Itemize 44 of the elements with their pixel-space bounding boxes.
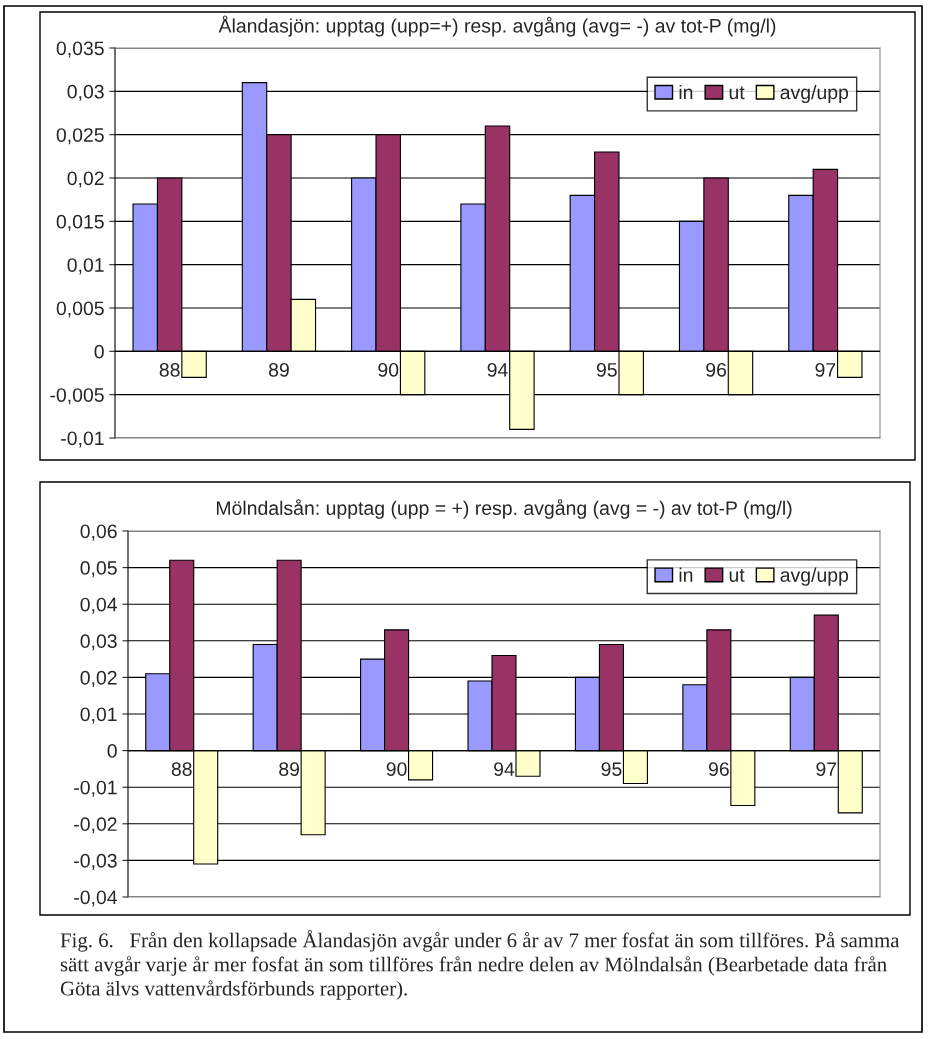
y-tick-label: 0,05 bbox=[80, 561, 117, 578]
y-tick-label: -0,03 bbox=[74, 853, 117, 870]
y-tick-label: 0,025 bbox=[56, 128, 104, 145]
y-tick-label: -0,005 bbox=[50, 388, 104, 405]
y-tick-label: -0,01 bbox=[74, 780, 117, 797]
y-tick-label: 0,01 bbox=[67, 258, 104, 275]
x-tick-label: 89 bbox=[268, 362, 289, 377]
x-tick-label: 88 bbox=[159, 362, 180, 377]
y-tick-label: 0,02 bbox=[80, 670, 117, 687]
x-tick-label: 95 bbox=[601, 762, 622, 776]
x-tick-label: 88 bbox=[171, 762, 192, 776]
y-tick-label: 0 bbox=[107, 744, 117, 758]
legend-label: avg/upp bbox=[780, 84, 849, 104]
x-tick-label: 96 bbox=[708, 762, 729, 776]
y-tick-label: 0,005 bbox=[56, 301, 104, 318]
x-tick-label: 94 bbox=[494, 762, 515, 776]
x-tick-label: 97 bbox=[815, 362, 836, 377]
y-tick-label: 0,03 bbox=[80, 634, 117, 651]
caption: Fig. 6. Från den kollapsade Ålandasjön avgår under 6 år av 7 mer fosfat än som tillföres. På samma sätt avgår varje år mer fosfat än som tillföres från nedre delen av Mölndalsån (Bearbetade data från Göta älvs vattenvårdsförbunds rapporter). bbox=[60, 930, 900, 1000]
x-tick-label: 97 bbox=[816, 762, 837, 776]
legend-label: ut bbox=[729, 569, 745, 582]
legend-label: ut bbox=[729, 86, 745, 100]
y-tick-label: -0,04 bbox=[74, 890, 118, 907]
y-tick-label: 0,04 bbox=[80, 597, 118, 614]
y-tick-label: 0,035 bbox=[56, 41, 104, 58]
legend-label: avg/upp bbox=[780, 567, 849, 586]
chart-title: Ålandasjön: upptag (upp=+) resp. avgång (avg= -) av tot-P (mg/l) bbox=[218, 15, 776, 37]
x-tick-label: 96 bbox=[706, 362, 727, 377]
y-tick-label: 0,01 bbox=[80, 707, 117, 724]
y-tick-label: -0,01 bbox=[61, 431, 104, 448]
legend-label: in bbox=[679, 84, 693, 100]
y-tick-label: 0,02 bbox=[67, 171, 104, 188]
y-tick-label: 0,015 bbox=[56, 214, 104, 231]
chart-title: Mölndalsån: upptag (upp = +) resp. avgång (avg = -) av tot-P (mg/l) bbox=[216, 499, 792, 519]
y-tick-label: -0,02 bbox=[74, 817, 117, 834]
x-tick-label: 90 bbox=[386, 762, 407, 776]
y-tick-label: 0,03 bbox=[67, 84, 104, 101]
y-tick-label: 0,06 bbox=[80, 524, 117, 541]
x-tick-label: 89 bbox=[279, 762, 300, 776]
x-tick-label: 95 bbox=[596, 362, 617, 377]
x-tick-label: 90 bbox=[378, 362, 399, 377]
y-tick-label: 0 bbox=[94, 344, 104, 359]
x-tick-label: 94 bbox=[487, 362, 508, 377]
legend-label: in bbox=[679, 567, 693, 582]
